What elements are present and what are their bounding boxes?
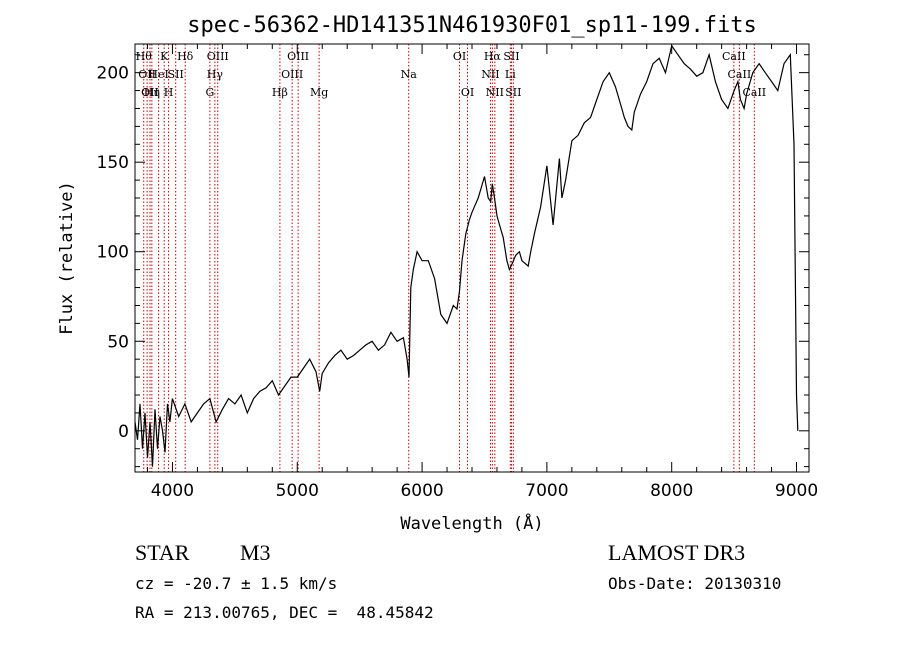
line-label: Li: [505, 68, 516, 81]
plot-frame: [134, 43, 810, 473]
line-label: Na: [401, 68, 418, 81]
line-label: Mg: [310, 86, 328, 99]
line-label: Hδ: [177, 50, 194, 63]
spectrum-line: [134, 44, 799, 467]
line-label: G: [205, 86, 214, 99]
x-tick-label: 7000: [525, 481, 568, 501]
line-label: OIII: [207, 50, 229, 63]
spectral-subclass: M3: [240, 540, 271, 565]
x-axis-label: Wavelength (Å): [400, 512, 543, 534]
line-label: OII: [138, 68, 156, 81]
y-axis-ticks: 0 50 100 150 200: [97, 54, 809, 468]
redshift-text: cz = -20.7 ± 1.5 km/s: [135, 574, 338, 593]
line-label: NII: [486, 86, 504, 99]
spectrum-chart: HθOIIOIIHηHeIKHSIIHδGHγOIIIHβOIIIOIIIMgN…: [57, 13, 818, 534]
y-axis-label: Flux (relative): [57, 181, 77, 335]
object-type: STAR: [135, 540, 190, 565]
line-label: HeI: [148, 68, 168, 81]
line-label: Hα: [484, 50, 502, 63]
emission-line-labels: HθOIIOIIHηHeIKHSIIHδGHγOIIIHβOIIIOIIIMgN…: [136, 50, 767, 99]
line-label: OIII: [287, 50, 309, 63]
y-tick-label: 50: [107, 332, 129, 352]
obs-date-text: Obs-Date: 20130310: [608, 574, 782, 593]
x-tick-label: 4000: [151, 481, 194, 501]
line-label: SII: [505, 86, 521, 99]
y-tick-label: 200: [97, 64, 129, 84]
x-axis-ticks: 4000 5000 6000 7000 8000 9000: [146, 44, 818, 501]
x-tick-label: 6000: [400, 481, 443, 501]
chart-title: spec-56362-HD141351N461930F01_sp11-199.f…: [187, 13, 757, 38]
line-label: OII: [141, 86, 159, 99]
line-label: Hθ: [136, 50, 153, 63]
y-tick-label: 0: [118, 422, 129, 442]
line-label: Hβ: [272, 86, 288, 99]
survey-name: LAMOST DR3: [608, 540, 746, 565]
y-tick-label: 100: [97, 243, 129, 263]
line-label: OIII: [281, 68, 303, 81]
line-label: CaII: [728, 68, 752, 81]
line-label: Hη: [144, 86, 160, 99]
y-tick-label: 150: [97, 153, 129, 173]
line-label: CaII: [722, 50, 746, 63]
line-label: SII: [168, 68, 184, 81]
line-label: NII: [481, 68, 499, 81]
line-label: SII: [503, 50, 519, 63]
x-tick-label: 8000: [650, 481, 693, 501]
line-label: H: [164, 86, 174, 99]
line-label: Hγ: [207, 68, 224, 81]
x-tick-label: 9000: [775, 481, 818, 501]
emission-line-markers: [143, 44, 755, 472]
line-label: OI: [461, 86, 474, 99]
line-label: OI: [453, 50, 466, 63]
x-tick-label: 5000: [276, 481, 319, 501]
line-label: K: [160, 50, 169, 63]
coordinates-text: RA = 213.00765, DEC = 48.45842: [135, 603, 434, 622]
